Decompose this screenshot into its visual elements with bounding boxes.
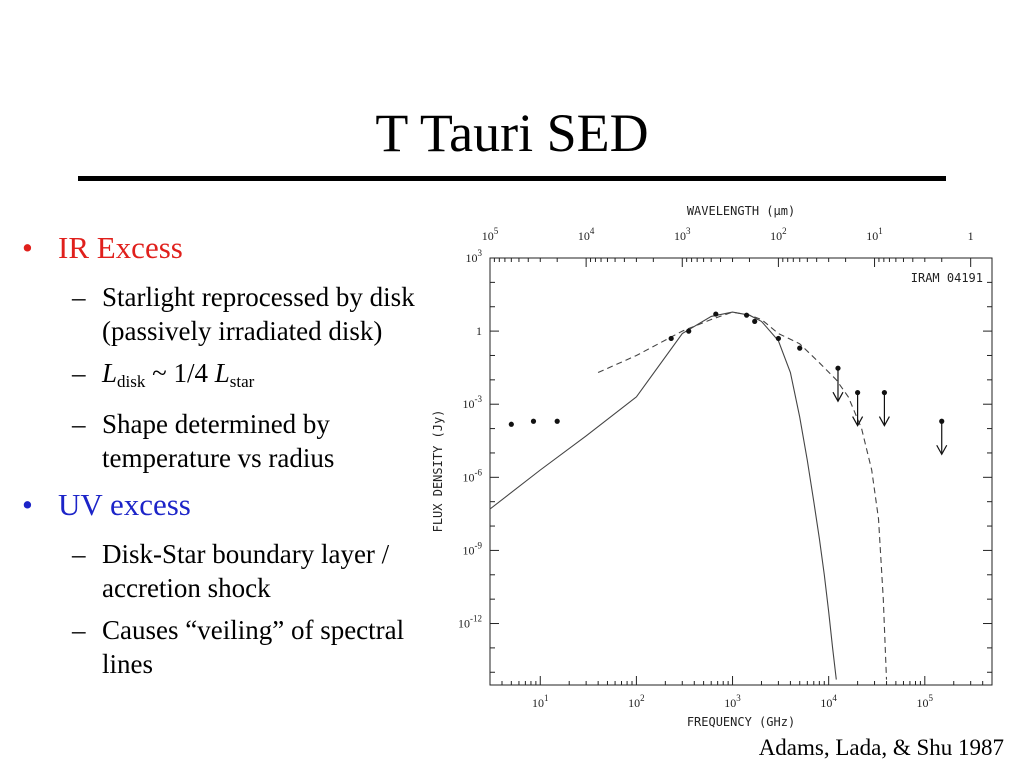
bullet-uv-excess: • UV excess [22,485,442,525]
ratio-text: ~ 1/4 [145,358,215,388]
y-axis-title: FLUX DENSITY (Jy) [431,410,445,533]
top-tick-label: 102 [770,226,787,243]
top-tick-label: 105 [482,226,499,243]
plot-frame [489,257,993,686]
dash-icon: – [72,282,86,312]
dash-icon: – [72,615,86,645]
upper-limit-point [835,365,841,371]
y-tick-label: 103 [466,248,483,265]
x-tick-label: 103 [724,693,741,710]
slide-title: T Tauri SED [375,103,649,163]
dash-icon: – [72,539,86,569]
upper-limit-point [881,389,888,396]
sub-bullet-boundary: – Disk-Star boundary layer / accretion s… [22,537,442,605]
arrow-head-icon [936,444,948,456]
top-tick-label: 103 [674,226,691,243]
top-tick-label: 104 [578,226,595,243]
bullet-uv-excess-label: UV excess [58,487,191,522]
sub-bullet-luminosity: – Ldisk ~ 1/4 Lstar [22,356,442,399]
data-point [775,335,782,342]
y-tick-label: 10-9 [463,540,483,557]
sub-bullet-veiling: – Causes “veiling” of spectral lines [22,613,442,681]
data-point [554,418,560,424]
top-axis-title: WAVELENGTH (μm) [687,204,795,218]
sub-bullet-text: Causes “veiling” of spectral lines [102,615,405,679]
data-points [508,311,948,456]
data-point [752,318,758,325]
bullet-ir-excess: • IR Excess [22,228,442,268]
arrow-head-icon [832,391,844,403]
y-tick-label: 10-3 [463,394,483,411]
x-axis-title: FREQUENCY (GHz) [687,715,795,729]
bullet-dot-icon: • [22,487,33,522]
data-point [668,335,674,342]
x-tick-label: 104 [820,693,837,710]
sub-bullet-text: Shape determined by temperature vs radiu… [102,409,335,473]
l-symbol: L [102,358,118,388]
y-tick-label: 1 [476,324,482,338]
bullet-list: • IR Excess – Starlight reprocessed by d… [22,228,442,689]
arrow-head-icon [852,416,864,427]
dash-icon: – [72,358,86,388]
dash-icon: – [72,409,86,439]
data-point [743,312,750,318]
data-point [686,328,692,334]
arrow-head-icon [878,416,890,427]
data-point [713,311,719,317]
l-symbol: L [214,358,230,388]
tick-labels: 101 102 103 104 105 105 104 103 102 101 1 103 1 10-3 1… [458,226,974,710]
axis-ticks [489,257,993,685]
sed-chart: 101 102 103 104 105 105 104 103 102 101 1 103 1 10-3 1… [431,204,993,729]
top-tick-label: 1 [968,229,974,243]
top-tick-label: 101 [866,226,883,243]
sub-bullet-text: Disk-Star boundary layer / accretion sho… [102,539,390,603]
bullet-ir-excess-label: IR Excess [58,230,183,265]
sub-bullet-shape: – Shape determined by temperature vs rad… [22,407,442,475]
x-tick-label: 102 [628,693,645,710]
upper-limit-point [855,389,861,396]
y-tick-label: 10-12 [458,614,482,631]
citation: Adams, Lada, & Shu 1987 [758,735,1004,760]
subscript-star: star [229,372,255,391]
source-label: IRAM 04191 [911,271,983,285]
data-point [508,421,514,427]
x-tick-label: 105 [917,693,934,710]
subscript-disk: disk [117,372,146,391]
y-tick-label: 10-6 [463,467,483,484]
x-tick-label: 101 [532,693,549,710]
sub-bullet-text: Starlight reprocessed by disk (passively… [102,282,415,346]
solid-model-curve [489,311,837,680]
bullet-dot-icon: • [22,230,33,265]
title-underline [78,176,946,181]
model-curves [489,311,888,680]
data-point [530,418,537,424]
upper-limit-point [939,418,945,424]
dashed-model-curve [597,311,888,680]
sub-bullet-reprocessed: – Starlight reprocessed by disk (passive… [22,280,442,348]
data-point [797,345,803,351]
